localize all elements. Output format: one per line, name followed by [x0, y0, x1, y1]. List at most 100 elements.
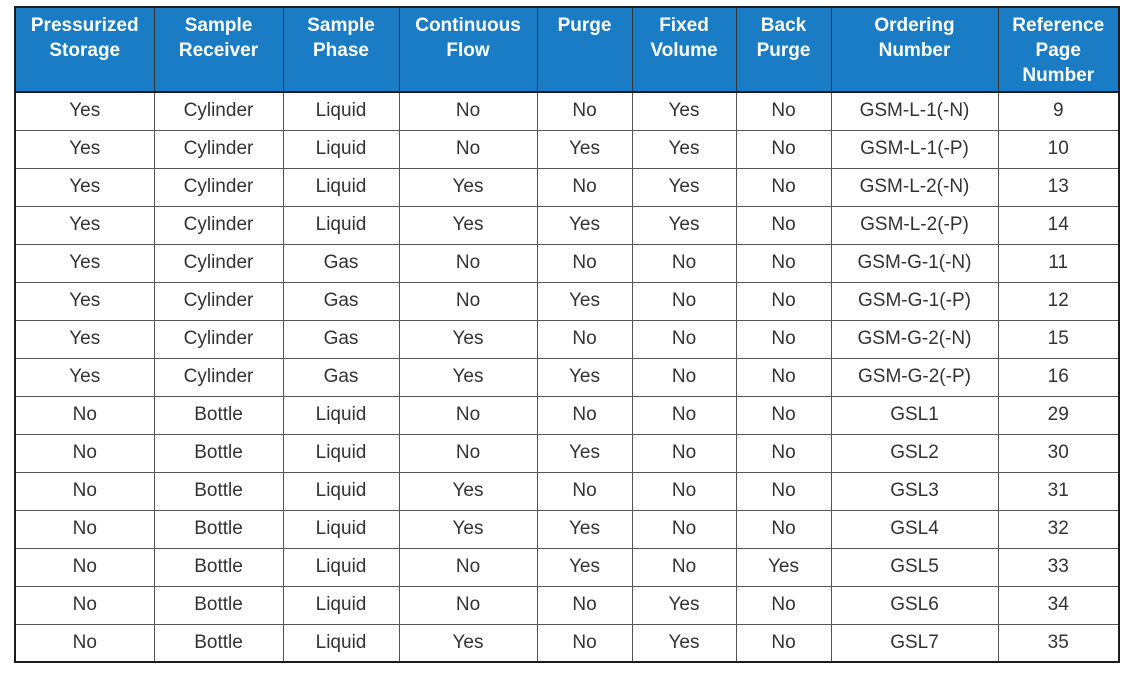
cell-sample-receiver: Cylinder: [153, 357, 284, 397]
cell-sample-phase: Liquid: [282, 129, 400, 169]
cell-reference-page-number: 16: [997, 357, 1120, 397]
cell-continuous-flow: Yes: [398, 319, 538, 359]
column-header-label: Purge: [557, 15, 612, 36]
cell-purge: Yes: [536, 205, 633, 245]
cell-fixed-volume: No: [631, 433, 737, 473]
cell-continuous-flow: No: [398, 547, 538, 587]
table-row: Yes Cylinder Gas Yes Yes No No GSM-G-2(-P) 16: [14, 357, 1120, 397]
cell-purge: No: [536, 243, 633, 283]
cell-pressurized-storage: Yes: [14, 205, 155, 245]
cell-sample-receiver: Cylinder: [153, 319, 284, 359]
cell-continuous-flow: No: [398, 281, 538, 321]
cell-pressurized-storage: No: [14, 509, 155, 549]
cell-ordering-number: GSM-G-2(-N): [830, 319, 999, 359]
cell-fixed-volume: No: [631, 471, 737, 511]
cell-reference-page-number: 30: [997, 433, 1120, 473]
cell-fixed-volume: Yes: [631, 129, 737, 169]
cell-continuous-flow: Yes: [398, 167, 538, 207]
cell-sample-receiver: Cylinder: [153, 243, 284, 283]
cell-pressurized-storage: No: [14, 623, 155, 663]
cell-reference-page-number: 11: [997, 243, 1120, 283]
cell-purge: No: [536, 471, 633, 511]
cell-sample-receiver: Cylinder: [153, 167, 284, 207]
cell-sample-phase: Liquid: [282, 433, 400, 473]
cell-purge: No: [536, 319, 633, 359]
cell-purge: Yes: [536, 281, 633, 321]
table-row: Yes Cylinder Liquid Yes Yes Yes No GSM-L-2(-P) 1…: [14, 205, 1120, 245]
sampler-selection-table: Pressurized Storage Sample Receiver Sample…: [14, 6, 1120, 663]
table-row: Yes Cylinder Liquid No No Yes No GSM-L-1(-N) 9: [14, 91, 1120, 131]
cell-reference-page-number: 35: [997, 623, 1120, 663]
cell-sample-receiver: Bottle: [153, 395, 284, 435]
table-row: Yes Cylinder Liquid No Yes Yes No GSM-L-1(-P) 10: [14, 129, 1120, 169]
column-header-continuous-flow: Continuous Flow: [398, 7, 538, 93]
cell-ordering-number: GSM-L-2(-N): [830, 167, 999, 207]
cell-ordering-number: GSL1: [830, 395, 999, 435]
cell-pressurized-storage: No: [14, 547, 155, 587]
cell-purge: Yes: [536, 129, 633, 169]
cell-back-purge: No: [735, 243, 832, 283]
cell-back-purge: No: [735, 395, 832, 435]
cell-sample-phase: Liquid: [282, 205, 400, 245]
cell-sample-phase: Gas: [282, 319, 400, 359]
cell-pressurized-storage: No: [14, 433, 155, 473]
cell-pressurized-storage: No: [14, 395, 155, 435]
cell-sample-phase: Gas: [282, 281, 400, 321]
cell-purge: No: [536, 167, 633, 207]
table-row: No Bottle Liquid Yes Yes No No GSL4 32: [14, 509, 1120, 549]
cell-reference-page-number: 34: [997, 585, 1120, 625]
cell-reference-page-number: 9: [997, 91, 1120, 131]
cell-reference-page-number: 13: [997, 167, 1120, 207]
cell-sample-phase: Liquid: [282, 395, 400, 435]
cell-continuous-flow: Yes: [398, 471, 538, 511]
cell-ordering-number: GSM-G-1(-N): [830, 243, 999, 283]
cell-sample-phase: Liquid: [282, 471, 400, 511]
cell-reference-page-number: 29: [997, 395, 1120, 435]
cell-back-purge: No: [735, 167, 832, 207]
column-header-fixed-volume: Fixed Volume: [631, 7, 737, 93]
cell-fixed-volume: No: [631, 243, 737, 283]
cell-purge: No: [536, 91, 633, 131]
cell-back-purge: Yes: [735, 547, 832, 587]
table-body: Yes Cylinder Liquid No No Yes No GSM-L-1(-N) 9 Ye…: [14, 91, 1120, 663]
cell-sample-receiver: Cylinder: [153, 281, 284, 321]
cell-ordering-number: GSL3: [830, 471, 999, 511]
cell-ordering-number: GSM-L-1(-P): [830, 129, 999, 169]
cell-continuous-flow: No: [398, 433, 538, 473]
cell-continuous-flow: No: [398, 129, 538, 169]
cell-pressurized-storage: Yes: [14, 281, 155, 321]
cell-continuous-flow: No: [398, 585, 538, 625]
cell-pressurized-storage: Yes: [14, 243, 155, 283]
cell-back-purge: No: [735, 357, 832, 397]
cell-sample-phase: Liquid: [282, 167, 400, 207]
cell-continuous-flow: Yes: [398, 509, 538, 549]
cell-fixed-volume: No: [631, 547, 737, 587]
cell-sample-phase: Liquid: [282, 509, 400, 549]
cell-sample-phase: Gas: [282, 357, 400, 397]
cell-reference-page-number: 14: [997, 205, 1120, 245]
cell-ordering-number: GSM-L-1(-N): [830, 91, 999, 131]
table-row: No Bottle Liquid No Yes No Yes GSL5 33: [14, 547, 1120, 587]
cell-pressurized-storage: Yes: [14, 167, 155, 207]
cell-purge: No: [536, 623, 633, 663]
table-row: Yes Cylinder Gas Yes No No No GSM-G-2(-N) 15: [14, 319, 1120, 359]
cell-sample-phase: Liquid: [282, 91, 400, 131]
cell-sample-receiver: Bottle: [153, 623, 284, 663]
cell-sample-phase: Liquid: [282, 585, 400, 625]
cell-back-purge: No: [735, 129, 832, 169]
cell-pressurized-storage: Yes: [14, 319, 155, 359]
column-header-pressurized-storage: Pressurized Storage: [14, 7, 155, 93]
cell-reference-page-number: 33: [997, 547, 1120, 587]
cell-reference-page-number: 10: [997, 129, 1120, 169]
cell-sample-receiver: Cylinder: [153, 129, 284, 169]
cell-reference-page-number: 32: [997, 509, 1120, 549]
column-header-back-purge: Back Purge: [735, 7, 832, 93]
cell-sample-receiver: Cylinder: [153, 91, 284, 131]
cell-fixed-volume: No: [631, 357, 737, 397]
column-header-sample-receiver: Sample Receiver: [153, 7, 284, 93]
cell-fixed-volume: No: [631, 509, 737, 549]
cell-reference-page-number: 12: [997, 281, 1120, 321]
cell-reference-page-number: 31: [997, 471, 1120, 511]
column-header-label: Fixed Volume: [650, 15, 718, 61]
table-row: Yes Cylinder Liquid Yes No Yes No GSM-L-2(-N) 13: [14, 167, 1120, 207]
